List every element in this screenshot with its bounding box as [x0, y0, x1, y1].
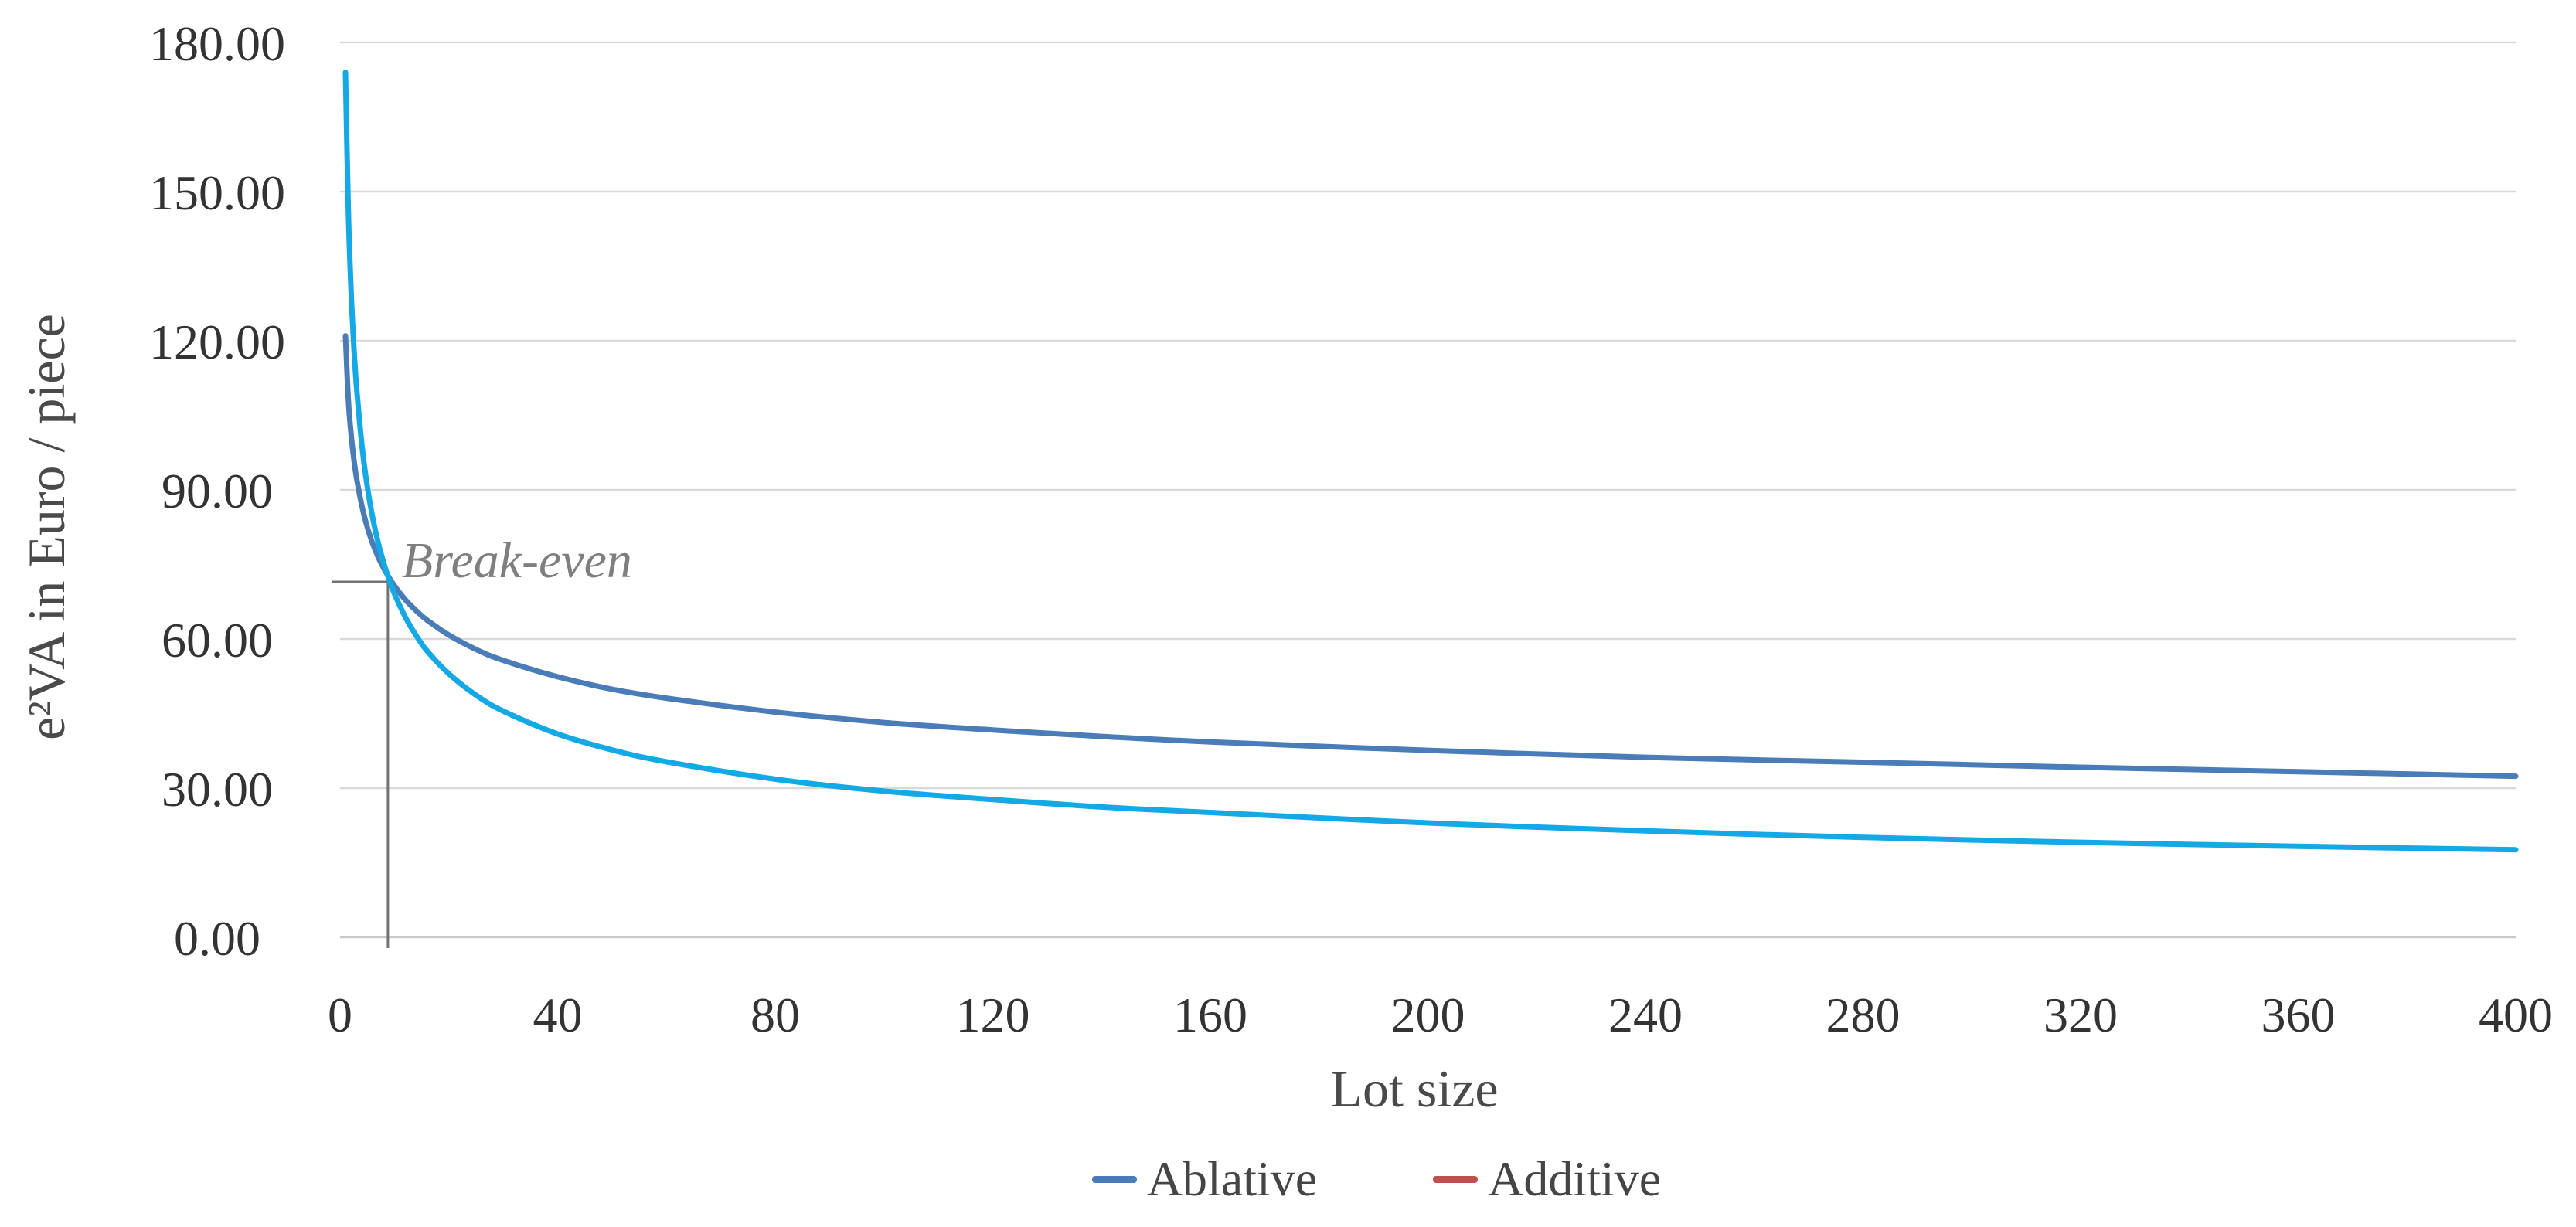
y-tick-label: 150.00 [149, 165, 285, 220]
legend: Ablative Additive [0, 1150, 2576, 1208]
x-tick-label: 160 [1173, 987, 1247, 1042]
x-tick-label: 0 [328, 987, 352, 1042]
x-tick-label: 320 [2043, 987, 2118, 1042]
curve-additive [342, 70, 2519, 853]
legend-item-ablative: Ablative [1091, 1151, 1318, 1206]
x-tick-label: 80 [750, 987, 800, 1042]
gridlines [340, 41, 2516, 939]
x-tick-label: 400 [2479, 987, 2553, 1042]
breakeven-marker [332, 580, 390, 948]
y-tick-labels: 180.00 150.00 120.00 90.00 60.00 30.00 0.00 [149, 16, 285, 966]
y-tick-label: 120.00 [149, 314, 285, 369]
x-tick-label: 360 [2261, 987, 2336, 1042]
x-tick-label: 40 [533, 987, 583, 1042]
legend-label-ablative: Ablative [1146, 1151, 1318, 1206]
x-axis-title: Lot size [1330, 1059, 1499, 1118]
x-tick-label: 200 [1391, 987, 1465, 1042]
y-tick-label: 90.00 [162, 464, 273, 518]
y-tick-label: 0.00 [174, 911, 260, 966]
series-curves [342, 70, 2519, 853]
curve-ablative [342, 333, 2519, 780]
y-tick-label: 180.00 [149, 16, 285, 71]
y-tick-label: 30.00 [162, 762, 273, 817]
legend-item-additive: Additive [1433, 1154, 1661, 1204]
legend-marker-ablative [1091, 1175, 1137, 1183]
x-tick-labels: 0 40 80 120 160 200 240 280 320 360 400 [328, 987, 2553, 1042]
legend-label-additive: Additive [1488, 1151, 1662, 1206]
y-tick-label: 60.00 [162, 613, 273, 668]
y-axis-title: e²VA in Euro / piece [17, 314, 76, 740]
x-tick-label: 120 [956, 987, 1030, 1042]
break-even-annotation: Break-even [401, 532, 632, 589]
x-tick-label: 280 [1826, 987, 1901, 1042]
x-tick-label: 240 [1608, 987, 1683, 1042]
legend-marker-additive [1433, 1175, 1479, 1183]
